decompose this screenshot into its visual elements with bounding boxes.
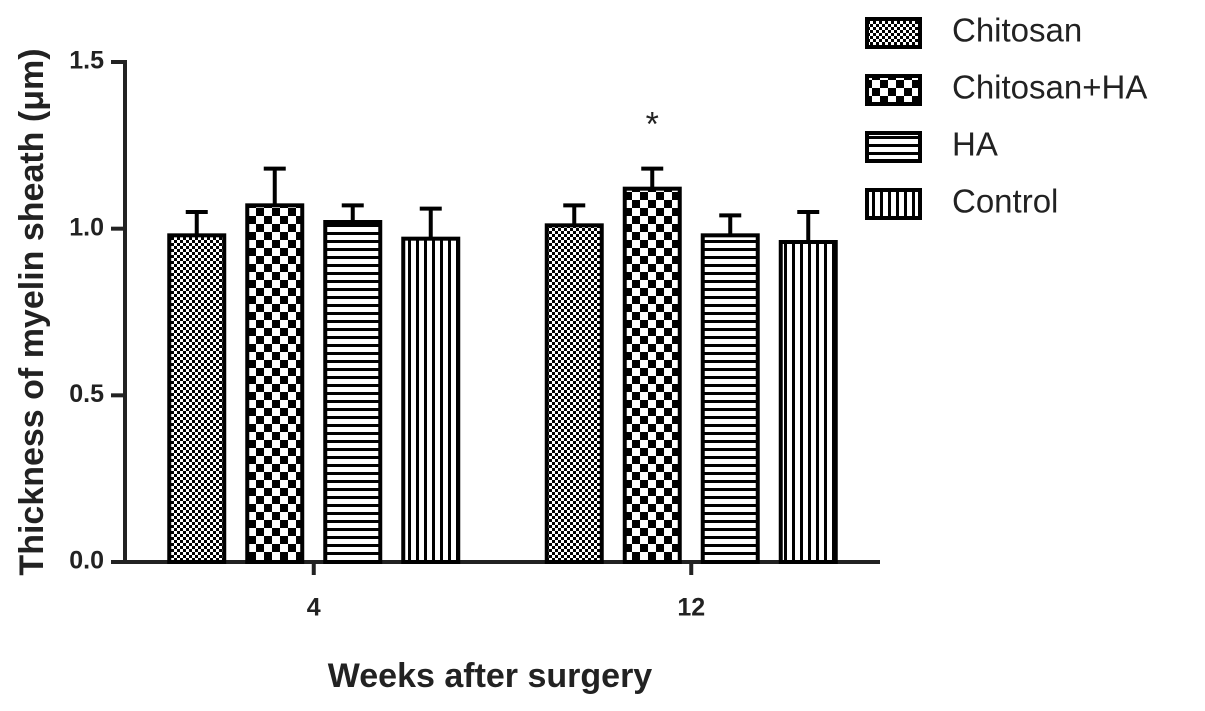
error-bar: [419, 206, 442, 239]
legend-swatch: [865, 131, 922, 163]
bar: [778, 240, 838, 564]
bar: [544, 223, 604, 564]
legend-label: Chitosan: [952, 12, 1082, 49]
error-bar: [719, 213, 742, 236]
annotation: *: [646, 106, 659, 144]
error-bar: [185, 210, 208, 236]
y-tick-label: 1.0: [69, 213, 104, 241]
error-bar: [641, 166, 664, 189]
bar: [245, 203, 305, 564]
legend-label: Chitosan+HA: [952, 69, 1147, 106]
error-bar: [341, 203, 364, 222]
bar: [167, 233, 227, 564]
bar: [622, 186, 682, 565]
bar: [323, 220, 383, 564]
error-bar: [563, 203, 586, 226]
bar: [700, 233, 760, 564]
error-bar: [263, 166, 286, 206]
legend-swatch: [865, 74, 922, 106]
y-tick-label: 0.5: [69, 380, 104, 408]
bar: [401, 236, 461, 565]
x-axis-title: Weeks after surgery: [328, 657, 653, 695]
legend-swatch: [865, 17, 922, 49]
legend-label: Control: [952, 183, 1058, 220]
x-tick-label: 12: [677, 594, 705, 622]
y-tick-label: 0.0: [69, 547, 104, 575]
y-tick-label: 1.5: [69, 47, 104, 75]
error-bar: [797, 210, 820, 242]
y-axis-title: Thickness of myelin sheath (μm): [13, 48, 51, 575]
x-tick-label: 4: [307, 594, 321, 622]
legend-label: HA: [952, 126, 998, 163]
legend-swatch: [865, 188, 922, 220]
